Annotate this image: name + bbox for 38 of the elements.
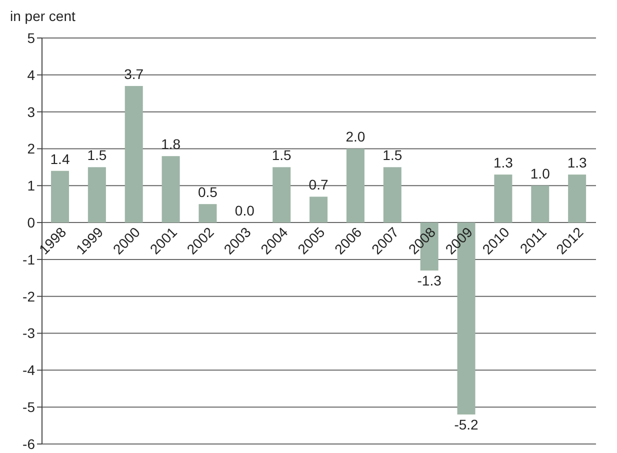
bar	[124, 86, 143, 223]
y-tick-label: -1	[22, 251, 36, 268]
bar	[272, 167, 291, 223]
data-label: 1.5	[272, 147, 292, 164]
bar	[310, 196, 328, 223]
y-tick-label: -4	[22, 362, 36, 378]
data-label: 1.8	[161, 136, 181, 152]
bar	[198, 204, 217, 223]
y-tick-label: 2	[27, 140, 36, 157]
bar	[51, 170, 69, 223]
data-label: 0.5	[198, 184, 218, 200]
y-tick-label: -6	[22, 436, 36, 452]
y-tick-label: -2	[22, 288, 36, 304]
bar	[346, 148, 364, 223]
y-tick-label: 4	[27, 66, 36, 83]
data-label: 1.0	[530, 166, 550, 182]
y-tick-label: 0	[27, 214, 36, 231]
data-label: 1.5	[87, 147, 107, 164]
y-tick-label: 3	[27, 104, 36, 120]
data-label: 1.3	[567, 154, 588, 171]
data-label: -5.2	[454, 416, 479, 432]
data-label: 1.3	[493, 154, 514, 171]
data-label: 1.5	[382, 147, 402, 164]
y-tick-label: 1	[27, 178, 36, 194]
y-tick-label: -5	[22, 399, 36, 416]
bar	[162, 156, 180, 223]
bar	[531, 186, 550, 223]
data-label: -1.3	[417, 272, 442, 289]
bar	[568, 174, 586, 223]
y-tick-label: -3	[22, 325, 36, 342]
data-label: 0.0	[234, 202, 255, 219]
bar	[494, 174, 512, 223]
y-tick-label: 5	[27, 30, 36, 46]
y-axis-title: in per cent	[10, 8, 76, 24]
data-label: 1.4	[50, 150, 70, 167]
data-label: 2.0	[346, 128, 366, 145]
bar	[383, 167, 402, 223]
bar	[88, 167, 106, 223]
